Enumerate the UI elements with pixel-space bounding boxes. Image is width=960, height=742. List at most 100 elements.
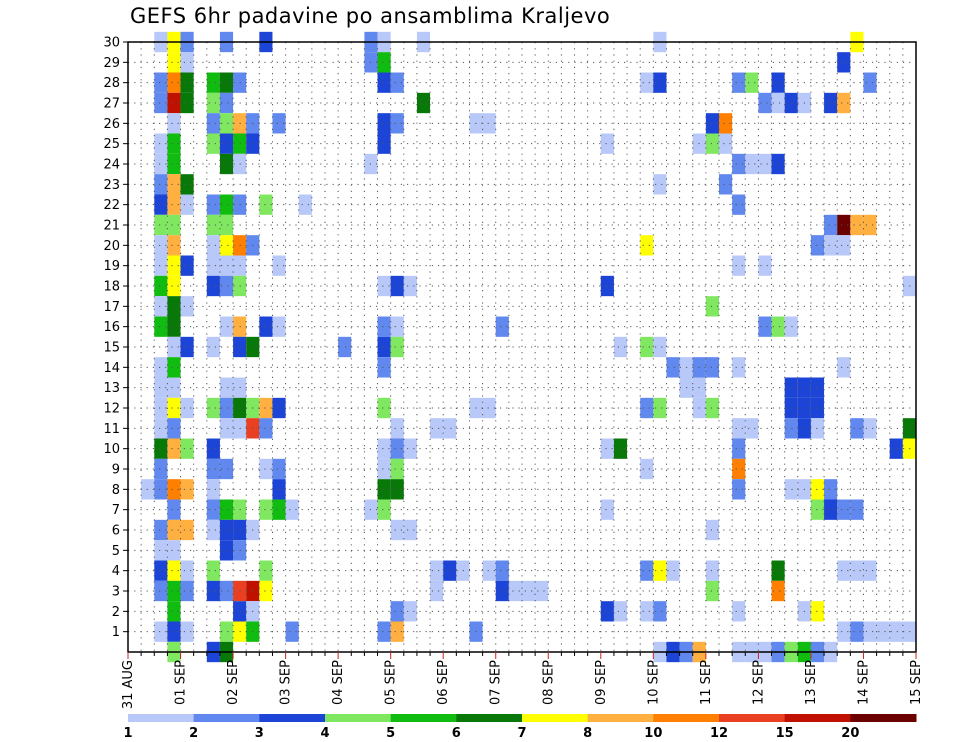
heatmap-cell <box>206 72 220 93</box>
y-tick-label: 19 <box>103 259 120 274</box>
heatmap-cell <box>154 72 168 93</box>
heatmap-cell <box>403 519 417 541</box>
x-tick-label: 03 SEP <box>279 660 294 705</box>
heatmap-cell <box>259 194 273 215</box>
heatmap-cell <box>850 499 864 520</box>
colorbar-label: 10 <box>644 726 662 741</box>
heatmap-cell <box>298 194 312 215</box>
heatmap-cell <box>600 438 614 459</box>
heatmap-cell <box>784 418 798 439</box>
x-tick-label: 11 SEP <box>699 660 714 705</box>
heatmap-cell <box>180 194 194 215</box>
heatmap-cell <box>784 479 798 500</box>
heatmap-cell <box>732 194 746 215</box>
colorbar-label: 6 <box>452 726 461 741</box>
heatmap-cell <box>154 316 168 337</box>
heatmap-cell <box>154 194 168 215</box>
heatmap-cell <box>154 255 168 276</box>
heatmap-cell <box>863 560 877 581</box>
heatmap-cell <box>443 560 457 581</box>
heatmap-cell <box>167 397 181 419</box>
heatmap-cell <box>377 316 391 337</box>
heatmap-cell <box>206 235 220 256</box>
heatmap-cell <box>272 397 286 419</box>
heatmap-cell <box>154 174 168 195</box>
heatmap-cell <box>259 458 273 480</box>
heatmap-cell <box>640 601 654 622</box>
heatmap-cell <box>167 153 181 175</box>
heatmap-cell <box>167 174 181 195</box>
heatmap-cell <box>784 397 798 419</box>
colorbar-swatch <box>653 714 720 722</box>
heatmap-cell <box>219 153 234 175</box>
y-tick-label: 26 <box>103 117 120 132</box>
heatmap-cell <box>259 316 273 337</box>
heatmap-cell <box>167 601 181 622</box>
y-tick-label: 8 <box>112 483 120 498</box>
heatmap-cell <box>167 296 181 317</box>
colorbar-label: 8 <box>583 726 592 741</box>
heatmap-cell <box>377 499 391 520</box>
heatmap-cell <box>167 499 181 520</box>
heatmap-cell <box>167 52 181 73</box>
heatmap-cell <box>377 52 391 73</box>
colorbar-swatch <box>325 714 392 722</box>
heatmap-cell <box>613 336 628 358</box>
heatmap-cell <box>154 357 168 378</box>
y-tick-label: 25 <box>103 137 120 152</box>
heatmap-cell <box>705 133 719 154</box>
y-tick-label: 12 <box>103 402 120 417</box>
heatmap-cell <box>167 92 181 114</box>
heatmap-cell <box>482 113 496 134</box>
heatmap-cell <box>784 377 798 398</box>
heatmap-cell <box>219 72 234 93</box>
heatmap-cell <box>219 519 234 541</box>
heatmap-cell <box>416 92 431 114</box>
y-tick-label: 13 <box>103 381 120 396</box>
heatmap-cell <box>272 255 286 276</box>
heatmap-cell <box>653 601 667 622</box>
heatmap-cell <box>272 458 286 480</box>
y-tick-label: 6 <box>112 524 120 539</box>
heatmap-cell <box>377 357 391 378</box>
y-tick-label: 24 <box>103 158 120 173</box>
heatmap-cell <box>167 377 181 398</box>
heatmap-cell <box>771 72 785 93</box>
heatmap-cell <box>219 275 234 297</box>
heatmap-cell <box>719 133 733 154</box>
heatmap-cell <box>272 499 286 520</box>
chart-title: GEFS 6hr padavine po ansamblima Kraljevo <box>130 4 611 28</box>
heatmap-cell <box>206 499 220 520</box>
heatmap-cell <box>154 377 168 398</box>
heatmap-cell <box>810 479 825 500</box>
heatmap-cell <box>390 336 404 358</box>
heatmap-cell <box>154 621 168 642</box>
y-tick-label: 16 <box>103 320 120 335</box>
heatmap-cell <box>732 601 746 622</box>
heatmap-cell <box>180 174 194 195</box>
heatmap-cell <box>377 397 391 419</box>
heatmap-cell <box>390 418 404 439</box>
heatmap-cell <box>154 438 168 459</box>
colorbar-label: 12 <box>710 726 728 741</box>
heatmap-cell <box>219 316 234 337</box>
heatmap-cell <box>863 621 877 642</box>
heatmap-cell <box>206 336 220 358</box>
heatmap-cell <box>430 418 444 439</box>
heatmap-cell <box>653 560 667 581</box>
heatmap-cell <box>219 214 234 236</box>
heatmap-cell <box>154 397 168 419</box>
x-tick-label: 15 SEP <box>909 660 924 705</box>
heatmap-cell <box>180 397 194 419</box>
heatmap-cell <box>495 316 509 337</box>
y-tick-label: 29 <box>103 56 120 71</box>
x-axis: 31 AUG 01 SEP 02 SEP 03 SEP 04 SEP 05 SEP 06 S… <box>121 652 924 709</box>
heatmap-cell <box>522 580 536 602</box>
heatmap-cells <box>141 31 916 663</box>
heatmap-cell <box>390 438 404 459</box>
heatmap-cell <box>837 621 851 642</box>
heatmap-cell <box>745 153 759 175</box>
heatmap-cell <box>219 580 234 602</box>
x-tick-label: 06 SEP <box>436 660 451 705</box>
heatmap-cell <box>167 214 181 236</box>
